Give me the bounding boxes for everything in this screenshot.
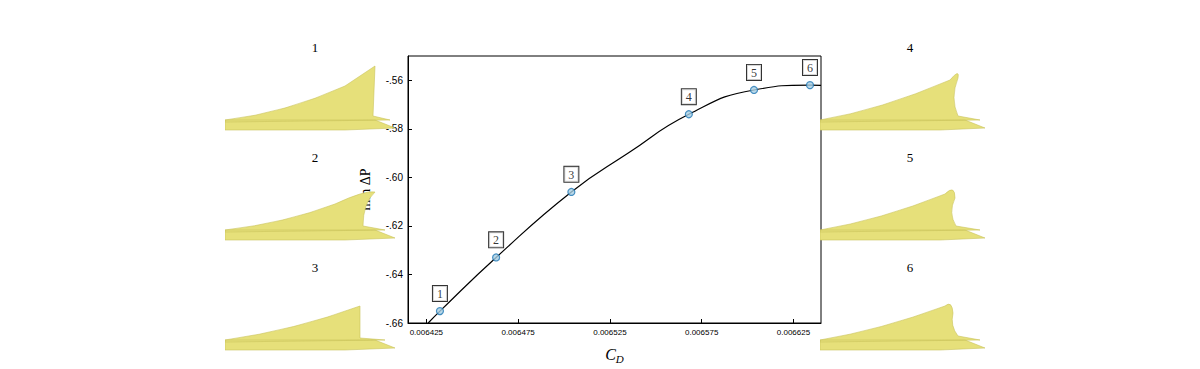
svg-text:0.006575: 0.006575 [685,328,719,337]
svg-text:6: 6 [807,61,813,75]
svg-text:5: 5 [751,66,757,80]
svg-text:4: 4 [686,90,692,104]
html-text:6: 6 [906,260,914,275]
svg-text:D: D [615,353,624,365]
svg-text:-.58: -.58 [386,123,404,134]
svg-text:0.006625: 0.006625 [777,328,811,337]
svg-text:1: 1 [437,287,443,301]
svg-text:min ΔP: min ΔP [357,168,373,211]
svg-text:2: 2 [493,233,499,247]
html-text:5: 5 [906,150,914,165]
html-text:4: 4 [906,40,914,55]
svg-text:3: 3 [568,168,574,182]
svg-text:-.56: -.56 [386,75,404,86]
svg-text:-.62: -.62 [386,220,404,231]
svg-text:-.66: -.66 [386,318,404,329]
svg-text:0.006525: 0.006525 [593,328,627,337]
svg-text:-.60: -.60 [386,172,404,183]
svg-text:-.64: -.64 [386,269,404,280]
svg-text:0.006425: 0.006425 [410,328,444,337]
svg-text:0.006475: 0.006475 [501,328,535,337]
html-text:1: 1 [311,40,319,55]
html-text:2: 2 [311,150,319,165]
html-text:3: 3 [311,260,319,275]
svg-text:C: C [605,346,616,363]
